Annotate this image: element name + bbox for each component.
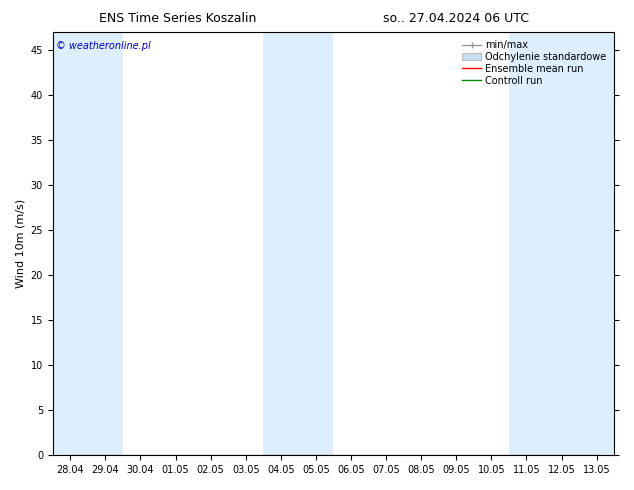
- Bar: [88, 32, 123, 455]
- Text: © weatheronline.pl: © weatheronline.pl: [56, 41, 150, 50]
- Bar: [509, 32, 614, 455]
- Bar: [263, 32, 333, 455]
- Text: ENS Time Series Koszalin: ENS Time Series Koszalin: [99, 12, 256, 25]
- Bar: [53, 32, 88, 455]
- Text: so.. 27.04.2024 06 UTC: so.. 27.04.2024 06 UTC: [384, 12, 529, 25]
- Y-axis label: Wind 10m (m/s): Wind 10m (m/s): [15, 199, 25, 288]
- Legend: min/max, Odchylenie standardowe, Ensemble mean run, Controll run: min/max, Odchylenie standardowe, Ensembl…: [459, 37, 609, 89]
